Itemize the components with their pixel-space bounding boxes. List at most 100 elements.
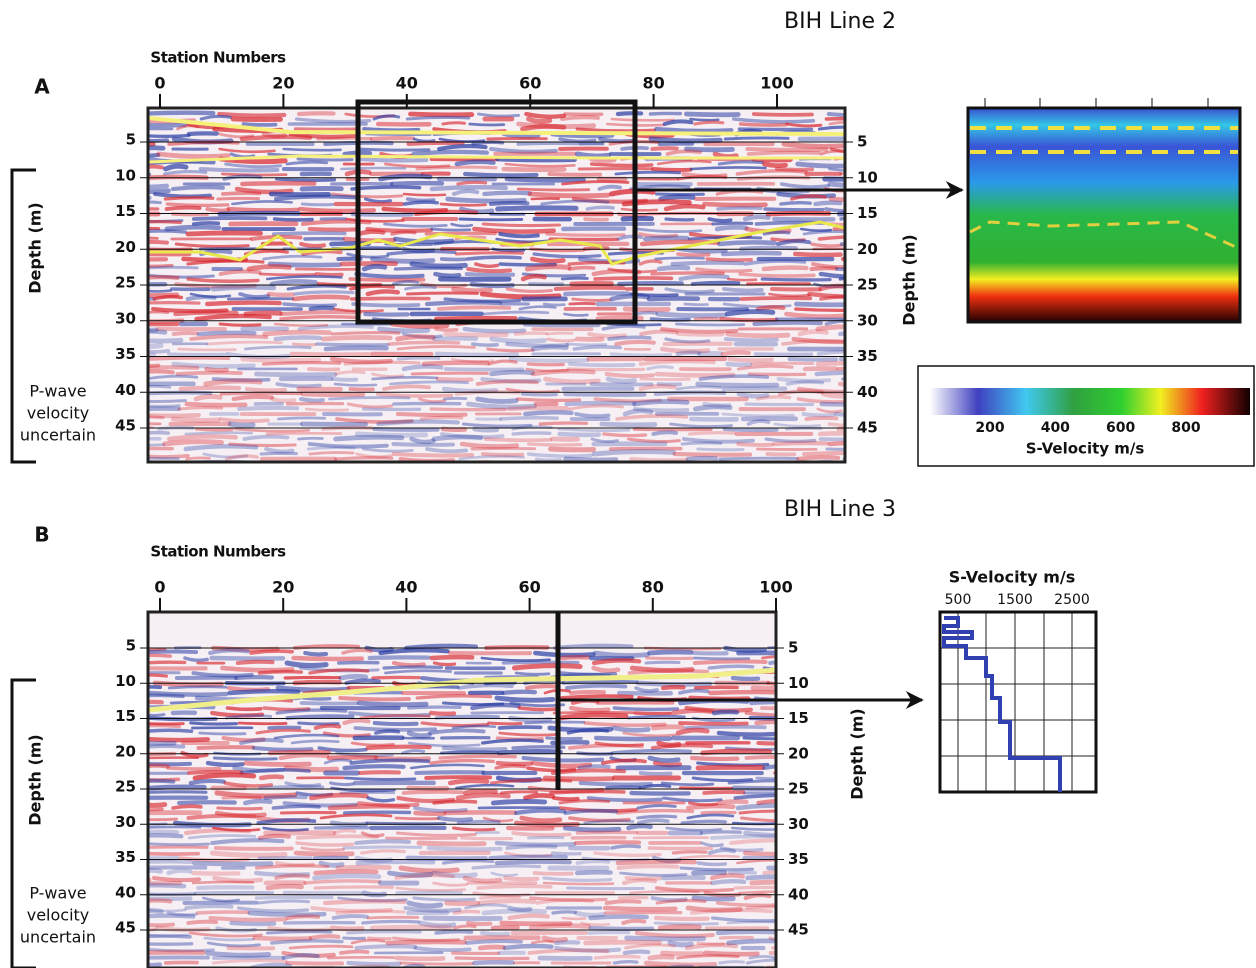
seismic-streak [148,859,193,864]
seismic-streak [580,921,611,927]
seismic-streak [817,235,845,241]
seismic-streak [192,772,257,781]
seismic-streak [657,924,702,931]
y-tick-label-left: 40 [115,883,136,901]
seismic-streak [639,329,679,336]
seismic-streak [241,122,278,127]
seismic-streak [376,419,460,427]
seismic-streak [472,426,500,433]
seismic-streak [326,955,395,960]
seismic-streak [499,415,559,421]
seismic-streak [390,230,417,236]
seismic-streak [164,224,222,232]
seismic-streak [402,200,439,206]
seismic-streak [444,900,481,907]
seismic-streak [440,432,505,439]
seismic-streak [209,655,286,661]
seismic-streak [526,116,553,124]
seismic-streak [188,778,226,786]
seismic-streak [691,895,736,902]
seismic-streak [299,241,326,249]
seismic-streak [228,442,297,447]
seismic-streak [254,864,330,870]
seismic-streak [530,344,569,352]
seismic-streak [563,456,619,462]
seismic-streak [383,222,448,228]
seismic-streak [505,844,558,850]
seismic-streak [571,297,612,302]
seismic-streak [174,242,250,249]
seismic-streak [495,760,533,767]
panel-title: BIH Line 2 [784,9,896,34]
seismic-streak [787,356,838,362]
seismic-streak [361,447,414,453]
seismic-streak [638,771,673,776]
seismic-streak [552,796,580,802]
seismic-streak [615,859,697,866]
seismic-streak [520,273,547,282]
seismic-streak [594,741,645,747]
seismic-streak [196,885,255,891]
seismic-streak [690,280,741,286]
y-tick-label-left: 20 [115,238,136,256]
seismic-streak [220,665,295,673]
y-tick-label-left: 25 [115,274,136,292]
seismic-streak [763,207,825,212]
seismic-streak [148,145,166,151]
seismic-streak [827,440,845,447]
seismic-streak [700,810,737,815]
seismic-streak [364,197,393,204]
seismic-streak [542,775,615,782]
seismic-streak [796,397,845,404]
seismic-streak [454,235,487,241]
seismic-streak [762,230,791,236]
seismic-streak [784,311,845,319]
seismic-streak [443,367,525,372]
seismic-streak [295,841,355,847]
seismic-streak [171,212,209,217]
seismic-streak [429,758,495,765]
seismic-streak [716,206,763,211]
seismic-streak [678,688,710,695]
seismic-streak [658,194,696,202]
seismic-streak [365,744,432,751]
seismic-streak [244,345,312,351]
seismic-streak [504,176,586,183]
seismic-streak [396,356,441,361]
seismic-streak [647,649,694,656]
seismic-streak [814,370,845,377]
seismic-streak [406,900,444,909]
seismic-streak [627,437,681,444]
seismic-streak [651,430,678,436]
seismic-streak [699,830,742,835]
uncertainty-note: velocity [27,906,90,925]
seismic-streak [148,722,185,726]
seismic-streak [636,804,677,810]
seismic-streak [561,679,639,685]
seismic-streak [548,446,597,453]
seismic-streak [546,337,576,343]
seismic-streak [708,689,776,696]
seismic-streak [650,743,714,750]
seismic-streak [519,815,563,824]
seismic-streak [334,370,366,376]
seismic-streak [750,361,815,366]
seismic-streak [306,446,356,451]
seismic-streak [710,834,776,840]
seismic-streak [395,334,436,342]
seismic-streak [489,336,547,344]
seismic-streak [391,660,426,668]
seismic-streak [545,736,583,741]
seismic-streak [669,422,733,428]
seismic-streak [616,808,695,815]
seismic-streak [270,939,344,945]
seismic-streak [187,834,257,840]
horizon [148,220,845,266]
seismic-streak [191,221,221,226]
seismic-streak [382,384,431,391]
seismic-streak [184,431,253,436]
seismic-streak [418,397,447,404]
seismic-streak [598,136,638,144]
seismic-streak [500,790,539,795]
seismic-streak [591,665,621,674]
